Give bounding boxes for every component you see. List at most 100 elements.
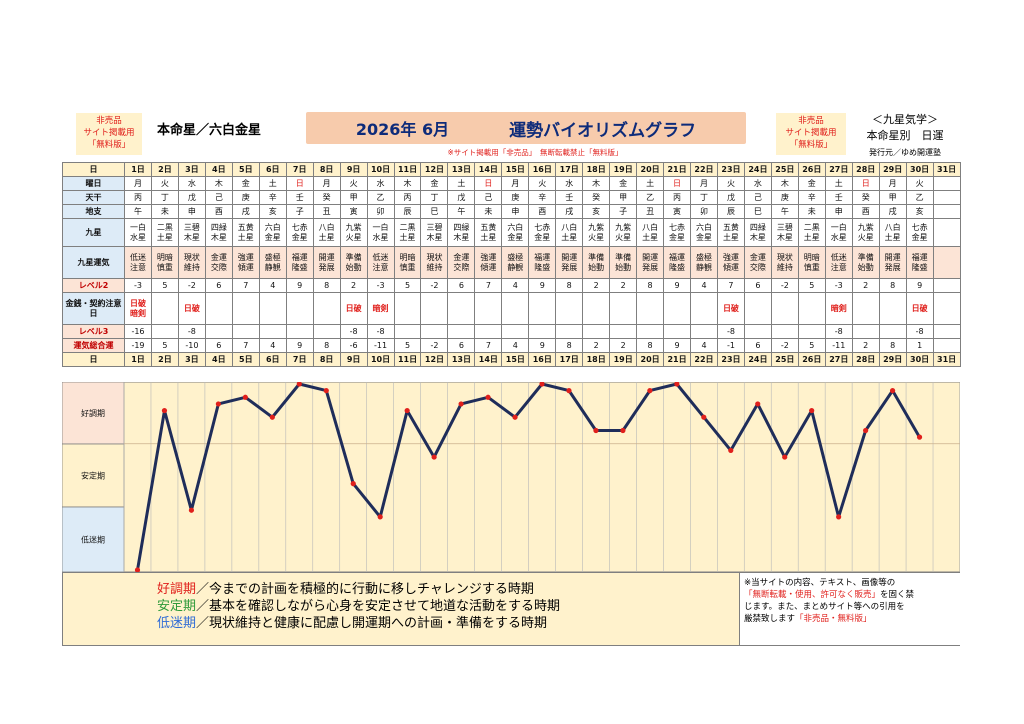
luck-row-cell: 2 (851, 338, 880, 353)
day-row-bottom-cell: 25日 (770, 352, 799, 367)
weekday-row-cell: 日 (663, 176, 692, 191)
level3-row-cell (932, 324, 961, 339)
day-row-bottom-cell: 18日 (582, 352, 611, 367)
weekday-row-cell: 火 (905, 176, 934, 191)
weekday-row: 曜日月火水木金土日月火水木金土日月火水木金土日月火水木金土日月火 (62, 176, 961, 191)
notice-text: ※サイト掲載用「非売品」 無断転載禁止「無料版」 (447, 147, 623, 157)
level2-row-cell: 9 (905, 278, 934, 293)
luck-row-cell: -2 (770, 338, 799, 353)
day-row-cell: 29日 (878, 162, 907, 177)
day-row-cell: 16日 (528, 162, 557, 177)
unki-row-cell: 現状 維持 (177, 246, 206, 279)
zone-label: 好調期 (81, 408, 105, 418)
level2-row-cell: 8 (636, 278, 665, 293)
chishi-row-cell: 辰 (393, 204, 422, 219)
cell-line: 始動 (345, 262, 362, 272)
cell-line: 発展 (561, 262, 578, 272)
unki-row-cell: 盛極 静観 (501, 246, 530, 279)
tenkan-row-cell: 乙 (636, 190, 665, 205)
luck-row-cell: 9 (285, 338, 314, 353)
level2-row-cell: 5 (393, 278, 422, 293)
legend-stable-text: ／基本を確認しながら心身を安定させて地道な活動をする時期 (196, 599, 561, 614)
kyusei-row-cell: 一白 水星 (824, 218, 853, 247)
level3-row-cell (797, 324, 826, 339)
kyusei-row-cell: 五黄 土星 (474, 218, 503, 247)
level3-row-cell (636, 324, 665, 339)
day-row-cell: 20日 (636, 162, 665, 177)
level3-row-cell (420, 324, 449, 339)
money-row-cell (932, 292, 961, 325)
cell-line: 交際 (210, 262, 227, 272)
tenkan-row-cell: 癸 (851, 190, 880, 205)
kyusei-row-cell: 二黒 土星 (797, 218, 826, 247)
weekday-row-cell: 木 (770, 176, 799, 191)
weekday-row-cell: 水 (177, 176, 206, 191)
cell-line: 水星 (129, 232, 146, 242)
year-month: 2026年 6月 (355, 120, 450, 139)
cell-line: 静観 (507, 262, 524, 272)
weekday-row-cell: 土 (447, 176, 476, 191)
day-row-bottom-cell: 14日 (474, 352, 503, 367)
badge-line-2: サイト掲載用 (83, 128, 135, 139)
luck-row-cell: -19 (124, 338, 152, 353)
cell-line: 土星 (399, 232, 416, 242)
note-line-1: ※当サイトの内容、テキスト、画像等の (744, 578, 896, 588)
cell-line: 始動 (615, 262, 632, 272)
money-row-cell: 日破 (339, 292, 368, 325)
copyright-note: ※当サイトの内容、テキスト、画像等の 「無断転載・使用、許可なく販売」を固く禁 … (739, 573, 961, 645)
cell-line: 日破 (911, 303, 928, 313)
cell-line: 金運 (453, 253, 470, 263)
chishi-row-cell: 申 (177, 204, 206, 219)
day-row-bottom-cell: 22日 (690, 352, 718, 367)
cell-line: 開運 (318, 253, 335, 263)
luck-row-cell: 4 (690, 338, 718, 353)
series-line (136, 382, 921, 571)
data-point (674, 382, 680, 387)
level3-row-cell (393, 324, 422, 339)
day-row-bottom: 日 1日 2日 3日 4日 5日 6日 7日 8日 9日 10日 11日 12日 13日 14日 15日 16日… (62, 352, 961, 367)
cell-line: 隆盛 (291, 262, 308, 272)
cell-line: 七赤 (911, 223, 928, 233)
unki-row-cell: 準備 始動 (582, 246, 611, 279)
weekday-row-cell: 日 (474, 176, 503, 191)
cell-line: 八白 (561, 223, 578, 233)
cell-line: 七赤 (669, 223, 686, 233)
cell-line: 六白 (695, 223, 712, 233)
data-point (728, 447, 734, 454)
cell-line: 始動 (857, 262, 874, 272)
unki-row-cell: 準備 始動 (609, 246, 638, 279)
data-point (485, 394, 491, 400)
tenkan-row-cell: 癸 (582, 190, 611, 205)
tenkan-row-cell: 己 (474, 190, 503, 205)
data-point (701, 414, 707, 420)
cell-line: 現状 (426, 253, 443, 263)
level2-row-cell: 5 (150, 278, 179, 293)
tenkan-row-cell: 乙 (366, 190, 395, 205)
money-row-cell (528, 292, 557, 325)
badge-line-1: 非売品 (96, 116, 122, 127)
cell-line: 慎重 (399, 262, 416, 272)
day-row-bottom-label: 日 (62, 352, 125, 367)
cell-line: 開運 (642, 253, 659, 263)
cell-line: 強運 (237, 253, 254, 263)
day-row-cell: 3日 (177, 162, 206, 177)
money-row-label: 金銭・契約注意日 (62, 292, 125, 325)
day-row-bottom-cell: 20日 (636, 352, 665, 367)
day-row-cell: 7日 (285, 162, 314, 177)
unki-row-cell: 強運 傾運 (716, 246, 745, 279)
money-row-cell (770, 292, 799, 325)
level3-row-cell (312, 324, 341, 339)
day-row-cell: 23日 (716, 162, 745, 177)
money-row-cell (555, 292, 584, 325)
unki-row-cell (932, 246, 961, 279)
cell-line: 明暗 (803, 253, 820, 263)
weekday-row-cell: 火 (716, 176, 745, 191)
luck-row-cell: -10 (177, 338, 206, 353)
cell-line: 注意 (372, 262, 389, 272)
kyusei-row-cell: 九紫 火星 (339, 218, 368, 247)
weekday-row-cell: 金 (420, 176, 449, 191)
header-right-badge: 非売品 サイト掲載用 「無料版」 (776, 113, 846, 155)
money-row-cell (258, 292, 287, 325)
kyusei-row-cell: 八白 土星 (555, 218, 584, 247)
day-row-cell: 24日 (743, 162, 772, 177)
